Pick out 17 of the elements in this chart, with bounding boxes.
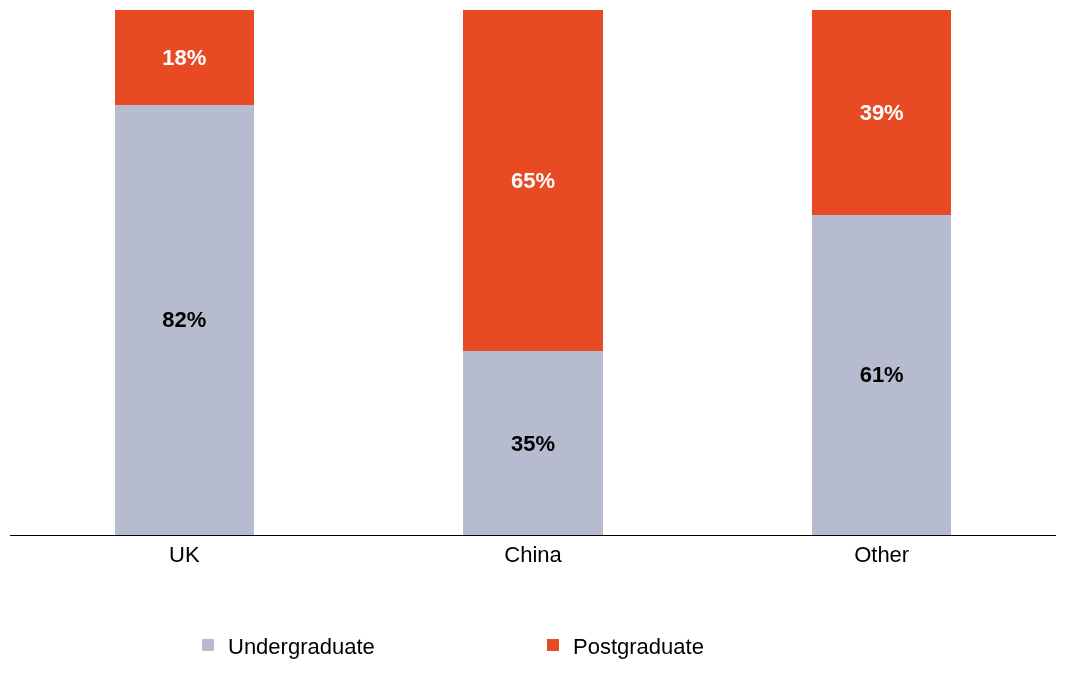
x-tick-label: China xyxy=(504,542,563,568)
data-label: 61% xyxy=(859,362,904,388)
data-label: 65% xyxy=(510,168,556,194)
bar xyxy=(463,351,603,535)
data-label: 82% xyxy=(162,307,207,333)
bar xyxy=(463,10,603,352)
data-label: 35% xyxy=(510,430,556,456)
legend-label: Undergraduate xyxy=(228,633,375,659)
bar xyxy=(114,10,255,105)
data-label: 39% xyxy=(859,99,904,125)
x-tick-label: Other xyxy=(854,542,910,568)
legend-label: Postgraduate xyxy=(573,633,704,659)
bar xyxy=(811,214,952,535)
bar xyxy=(114,104,255,535)
x-tick-label: UK xyxy=(169,542,200,568)
data-label: 18% xyxy=(162,44,207,70)
bar xyxy=(811,10,952,215)
